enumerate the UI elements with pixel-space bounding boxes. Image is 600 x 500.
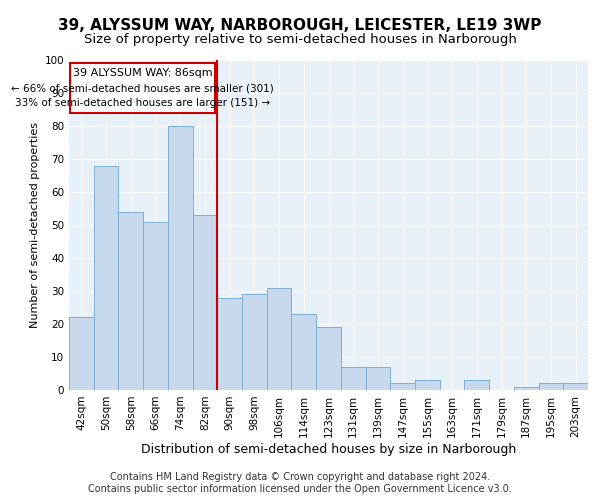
Bar <box>365 367 390 390</box>
Bar <box>143 222 168 390</box>
Bar <box>292 314 316 390</box>
Bar <box>168 126 193 390</box>
Text: 39 ALYSSUM WAY: 86sqm: 39 ALYSSUM WAY: 86sqm <box>73 68 212 78</box>
Bar <box>316 328 341 390</box>
X-axis label: Distribution of semi-detached houses by size in Narborough: Distribution of semi-detached houses by … <box>141 442 516 456</box>
Text: ← 66% of semi-detached houses are smaller (301): ← 66% of semi-detached houses are smalle… <box>11 83 274 93</box>
Bar <box>242 294 267 390</box>
FancyBboxPatch shape <box>70 64 215 113</box>
Bar <box>267 288 292 390</box>
Bar <box>390 384 415 390</box>
Text: 39, ALYSSUM WAY, NARBOROUGH, LEICESTER, LE19 3WP: 39, ALYSSUM WAY, NARBOROUGH, LEICESTER, … <box>58 18 542 32</box>
Bar <box>514 386 539 390</box>
Bar <box>464 380 489 390</box>
Text: Contains HM Land Registry data © Crown copyright and database right 2024.
Contai: Contains HM Land Registry data © Crown c… <box>88 472 512 494</box>
Bar <box>539 384 563 390</box>
Bar <box>118 212 143 390</box>
Y-axis label: Number of semi-detached properties: Number of semi-detached properties <box>31 122 40 328</box>
Text: 33% of semi-detached houses are larger (151) →: 33% of semi-detached houses are larger (… <box>15 98 270 108</box>
Bar <box>217 298 242 390</box>
Bar <box>193 215 217 390</box>
Bar <box>69 318 94 390</box>
Bar <box>415 380 440 390</box>
Bar <box>563 384 588 390</box>
Bar <box>94 166 118 390</box>
Text: Size of property relative to semi-detached houses in Narborough: Size of property relative to semi-detach… <box>83 32 517 46</box>
Bar <box>341 367 365 390</box>
